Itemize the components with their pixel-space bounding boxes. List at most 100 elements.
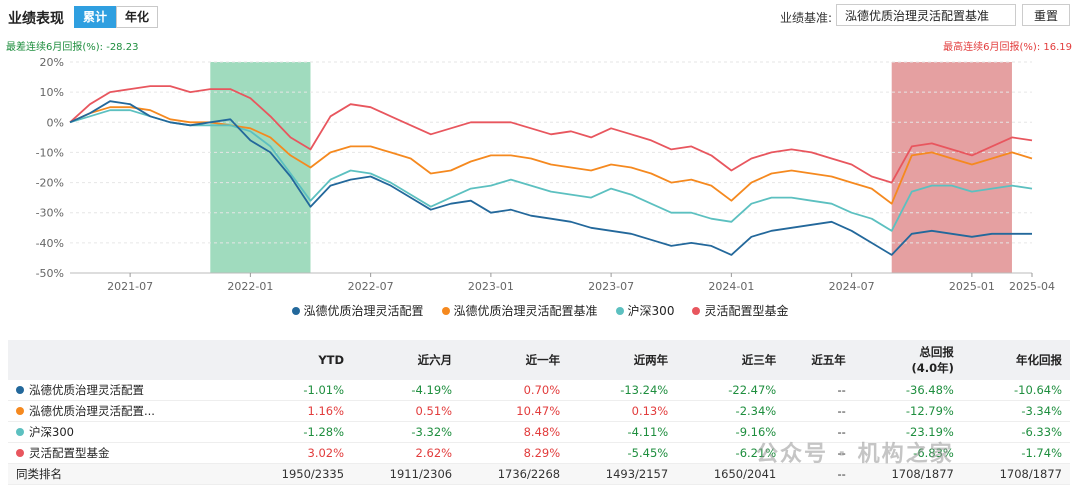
table-cell: -6.21%	[676, 442, 785, 464]
rank-cell: 1708/1877	[853, 463, 962, 485]
rank-cell: 1736/2268	[460, 463, 569, 485]
legend-dot	[615, 306, 624, 315]
col-header	[8, 340, 244, 380]
x-tick-label: 2023-07	[588, 280, 634, 293]
best-6m-band	[891, 62, 1012, 273]
table-cell: --	[784, 400, 854, 422]
series-line-hs300	[69, 109, 1033, 232]
table-cell: -23.19%	[853, 421, 962, 443]
legend-dot	[692, 306, 701, 315]
view-tabs: 累计 年化	[74, 6, 159, 28]
worst-6m-band	[210, 62, 311, 273]
series-dot	[16, 428, 24, 436]
performance-chart: 20% 10% 0% -10% -20% -30% -40% -50% 2021-07 2022-…	[36, 56, 1055, 293]
legend-item-fund[interactable]: 泓德优质治理灵活配置	[291, 302, 424, 319]
table-cell: 0.70%	[460, 380, 569, 401]
legend-label: 灵活配置型基金	[704, 304, 789, 318]
series-line-fund	[69, 100, 1032, 256]
table-cell: -3.32%	[352, 421, 461, 443]
legend-item-benchmark[interactable]: 泓德优质治理灵活配置基准	[441, 302, 598, 319]
row-name: 沪深300	[29, 425, 74, 439]
table-cell: 8.48%	[460, 421, 569, 443]
x-tick-label: 2022-07	[348, 280, 394, 293]
table-row: 沪深300 -1.28% -3.32% 8.48% -4.11% -9.16% -- -23.…	[8, 421, 1070, 443]
tab-annualized[interactable]: 年化	[116, 6, 159, 28]
col-header: 近两年	[568, 340, 677, 380]
col-header: 近六月	[352, 340, 461, 380]
table-cell: -13.24%	[568, 380, 677, 401]
series-dot	[16, 449, 24, 457]
table-cell: --	[784, 380, 854, 401]
table-cell: --	[784, 421, 854, 443]
table-cell: -3.34%	[961, 400, 1070, 422]
table-cell: 3.02%	[244, 442, 353, 464]
table-cell: -12.79%	[853, 400, 962, 422]
table-header-row: YTD 近六月 近一年 近两年 近三年 近五年 总回报 (4.0年) 年化回报	[8, 340, 1070, 380]
legend-item-hs300[interactable]: 沪深300	[615, 302, 675, 319]
table-cell: 1.16%	[244, 400, 353, 422]
reset-button[interactable]: 重置	[1022, 4, 1070, 26]
tab-cumulative[interactable]: 累计	[74, 6, 117, 28]
x-tick-label: 2025-04	[1009, 280, 1055, 293]
x-tick-label: 2024-07	[829, 280, 875, 293]
table-cell: -6.83%	[853, 442, 962, 464]
table-cell: 2.62%	[352, 442, 461, 464]
benchmark-select[interactable]: 泓德优质治理灵活配置基准	[836, 4, 1016, 26]
col-header: 年化回报	[961, 340, 1070, 380]
table-cell: 0.13%	[568, 400, 677, 422]
x-tick-label: 2023-01	[468, 280, 514, 293]
legend-label: 泓德优质治理灵活配置基准	[453, 304, 598, 318]
series-dot	[16, 407, 24, 415]
y-tick-label: 10%	[40, 86, 64, 99]
worst-6m-return: 最差连续6月回报(%): -28.23	[6, 42, 139, 53]
table-row: 灵活配置型基金 3.02% 2.62% 8.29% -5.45% -6.21% -- -6.8…	[8, 442, 1070, 464]
row-name-cell: 泓德优质治理灵活配置	[8, 380, 244, 401]
x-tick-label: 2021-07	[107, 280, 153, 293]
row-name: 灵活配置型基金	[29, 446, 110, 460]
rank-cell: 1950/2335	[244, 463, 353, 485]
benchmark-label: 业绩基准:	[780, 11, 833, 25]
rank-row: 同类排名 1950/2335 1911/2306 1736/2268 1493/2157…	[8, 463, 1070, 485]
x-tick-label: 2025-01	[949, 280, 995, 293]
table-body: 泓德优质治理灵活配置 -1.01% -4.19% 0.70% -13.24% -22.47…	[8, 380, 1070, 485]
table-cell: 8.29%	[460, 442, 569, 464]
legend-label: 沪深300	[627, 304, 675, 318]
rank-cell: --	[784, 463, 854, 485]
table-cell: -5.45%	[568, 442, 677, 464]
table-cell: -2.34%	[676, 400, 785, 422]
rank-cell: 1493/2157	[568, 463, 677, 485]
table-cell: -4.19%	[352, 380, 461, 401]
table-cell: -22.47%	[676, 380, 785, 401]
table-cell: 0.51%	[352, 400, 461, 422]
table-cell: -36.48%	[853, 380, 962, 401]
col-header-total-label: 总回报 (4.0年)	[911, 345, 954, 375]
table-cell: -9.16%	[676, 421, 785, 443]
rank-cell: 1911/2306	[352, 463, 461, 485]
chart-legend: 泓德优质治理灵活配置 泓德优质治理灵活配置基准 沪深300 灵活配置型基金	[0, 302, 1080, 319]
table-cell: 10.47%	[460, 400, 569, 422]
row-name-cell: 灵活配置型基金	[8, 442, 244, 464]
table-cell: -1.28%	[244, 421, 353, 443]
y-tick-label: -50%	[36, 267, 64, 280]
row-name: 泓德优质治理灵活配置	[29, 383, 144, 397]
x-tick-label: 2024-01	[708, 280, 754, 293]
legend-dot	[441, 306, 450, 315]
table-row: 泓德优质治理灵活配置 -1.01% -4.19% 0.70% -13.24% -22.47…	[8, 380, 1070, 401]
rank-cell: 1708/1877	[961, 463, 1070, 485]
table-cell: -6.33%	[961, 421, 1070, 443]
y-tick-label: 20%	[40, 56, 64, 69]
legend-dot	[291, 306, 300, 315]
legend-item-peer[interactable]: 灵活配置型基金	[692, 302, 788, 319]
col-header: 近五年	[784, 340, 854, 380]
watermark: 公众号 · 机构之家	[756, 442, 954, 467]
table-row: 泓德优质治理灵活配置... 1.16% 0.51% 10.47% 0.13% -2.34%…	[8, 400, 1070, 422]
table-cell: -4.11%	[568, 421, 677, 443]
returns-table: YTD 近六月 近一年 近两年 近三年 近五年 总回报 (4.0年) 年化回报 …	[8, 340, 1070, 485]
table-cell: --	[784, 442, 854, 464]
y-tick-label: -10%	[36, 146, 64, 159]
row-name-cell: 泓德优质治理灵活配置...	[8, 400, 244, 422]
row-name: 泓德优质治理灵活配置...	[29, 404, 155, 418]
table-cell: -1.01%	[244, 380, 353, 401]
series-dot	[16, 386, 24, 394]
rank-label: 同类排名	[8, 463, 244, 485]
